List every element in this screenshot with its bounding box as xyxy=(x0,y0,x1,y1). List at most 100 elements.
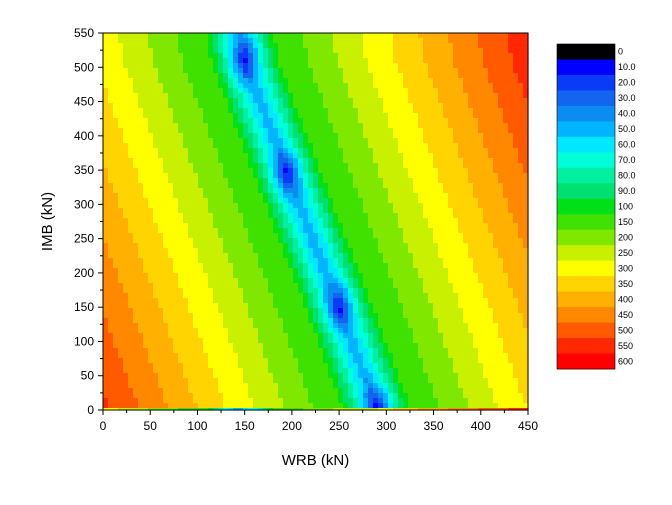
contour-cell xyxy=(218,73,224,79)
contour-cell xyxy=(413,143,419,149)
contour-cell xyxy=(128,73,134,79)
contour-cell xyxy=(148,93,154,99)
contour-cell xyxy=(228,343,234,349)
contour-cell xyxy=(173,148,179,154)
contour-cell xyxy=(278,133,284,139)
contour-cell xyxy=(348,263,354,269)
contour-cell xyxy=(303,313,309,319)
contour-cell xyxy=(273,33,279,39)
contour-cell xyxy=(123,363,129,369)
contour-cell xyxy=(338,98,344,104)
contour-cell xyxy=(383,118,389,124)
contour-cell xyxy=(313,298,319,304)
contour-cell xyxy=(258,288,264,294)
contour-cell xyxy=(333,63,339,69)
contour-cell xyxy=(298,333,304,339)
contour-cell xyxy=(373,328,379,334)
contour-cell xyxy=(113,303,119,309)
contour-cell xyxy=(228,298,234,304)
contour-cell xyxy=(368,393,374,399)
contour-cell xyxy=(388,358,394,364)
contour-cell xyxy=(418,48,424,54)
contour-cell xyxy=(138,83,144,89)
contour-cell xyxy=(418,253,424,259)
contour-cell xyxy=(243,383,249,389)
contour-cell xyxy=(248,248,254,254)
contour-cell xyxy=(103,148,109,154)
contour-cell xyxy=(113,128,119,134)
contour-cell xyxy=(283,328,289,334)
contour-cell xyxy=(403,173,409,179)
contour-cell xyxy=(203,193,209,199)
contour-cell xyxy=(108,58,114,64)
contour-cell xyxy=(413,288,419,294)
contour-cell xyxy=(143,208,149,214)
contour-cell xyxy=(253,373,259,379)
contour-cell xyxy=(173,233,179,239)
contour-cell xyxy=(178,123,184,129)
contour-cell xyxy=(128,263,134,269)
contour-cell xyxy=(223,153,229,159)
contour-cell xyxy=(208,198,214,204)
contour-cell xyxy=(263,383,269,389)
contour-cell xyxy=(373,213,379,219)
contour-cell xyxy=(368,203,374,209)
contour-cell xyxy=(133,403,139,409)
contour-cell xyxy=(328,398,334,404)
contour-cell xyxy=(363,328,369,334)
contour-cell xyxy=(183,383,189,389)
contour-cell xyxy=(143,348,149,354)
contour-cell xyxy=(348,193,354,199)
contour-cell xyxy=(113,263,119,269)
contour-cell xyxy=(218,168,224,174)
contour-cell xyxy=(263,38,269,44)
contour-cell xyxy=(253,278,259,284)
contour-cell xyxy=(178,388,184,394)
contour-cell xyxy=(368,318,374,324)
contour-cell xyxy=(333,318,339,324)
contour-cell xyxy=(173,158,179,164)
contour-cell xyxy=(103,228,109,234)
contour-cell xyxy=(403,183,409,189)
contour-cell xyxy=(203,188,209,194)
contour-cell xyxy=(243,58,249,64)
contour-cell xyxy=(418,278,424,284)
contour-cell xyxy=(133,43,139,49)
contour-cell xyxy=(188,38,194,44)
contour-cell xyxy=(278,223,284,229)
contour-cell xyxy=(218,113,224,119)
contour-cell xyxy=(238,53,244,59)
contour-cell xyxy=(298,318,304,324)
contour-cell xyxy=(403,318,409,324)
contour-cell xyxy=(223,313,229,319)
contour-cell xyxy=(198,323,204,329)
contour-cell xyxy=(413,93,419,99)
contour-cell xyxy=(233,123,239,129)
contour-cell xyxy=(223,188,229,194)
contour-cell xyxy=(378,48,384,54)
contour-cell xyxy=(278,238,284,244)
contour-cell xyxy=(178,308,184,314)
contour-cell xyxy=(393,268,399,274)
contour-cell xyxy=(238,388,244,394)
contour-cell xyxy=(398,88,404,94)
contour-cell xyxy=(418,368,424,374)
contour-cell xyxy=(153,273,159,279)
contour-cell xyxy=(313,193,319,199)
contour-cell xyxy=(413,158,419,164)
contour-cell xyxy=(253,83,259,89)
contour-cell xyxy=(393,93,399,99)
contour-cell xyxy=(173,228,179,234)
contour-cell xyxy=(333,153,339,159)
contour-cell xyxy=(258,103,264,109)
contour-cell xyxy=(428,78,434,84)
contour-cell xyxy=(103,218,109,224)
contour-cell xyxy=(223,113,229,119)
contour-cell xyxy=(283,73,289,79)
contour-cell xyxy=(193,253,199,259)
contour-cell xyxy=(278,298,284,304)
contour-cell xyxy=(413,268,419,274)
contour-cell xyxy=(393,118,399,124)
contour-cell xyxy=(418,193,424,199)
contour-cell xyxy=(153,388,159,394)
